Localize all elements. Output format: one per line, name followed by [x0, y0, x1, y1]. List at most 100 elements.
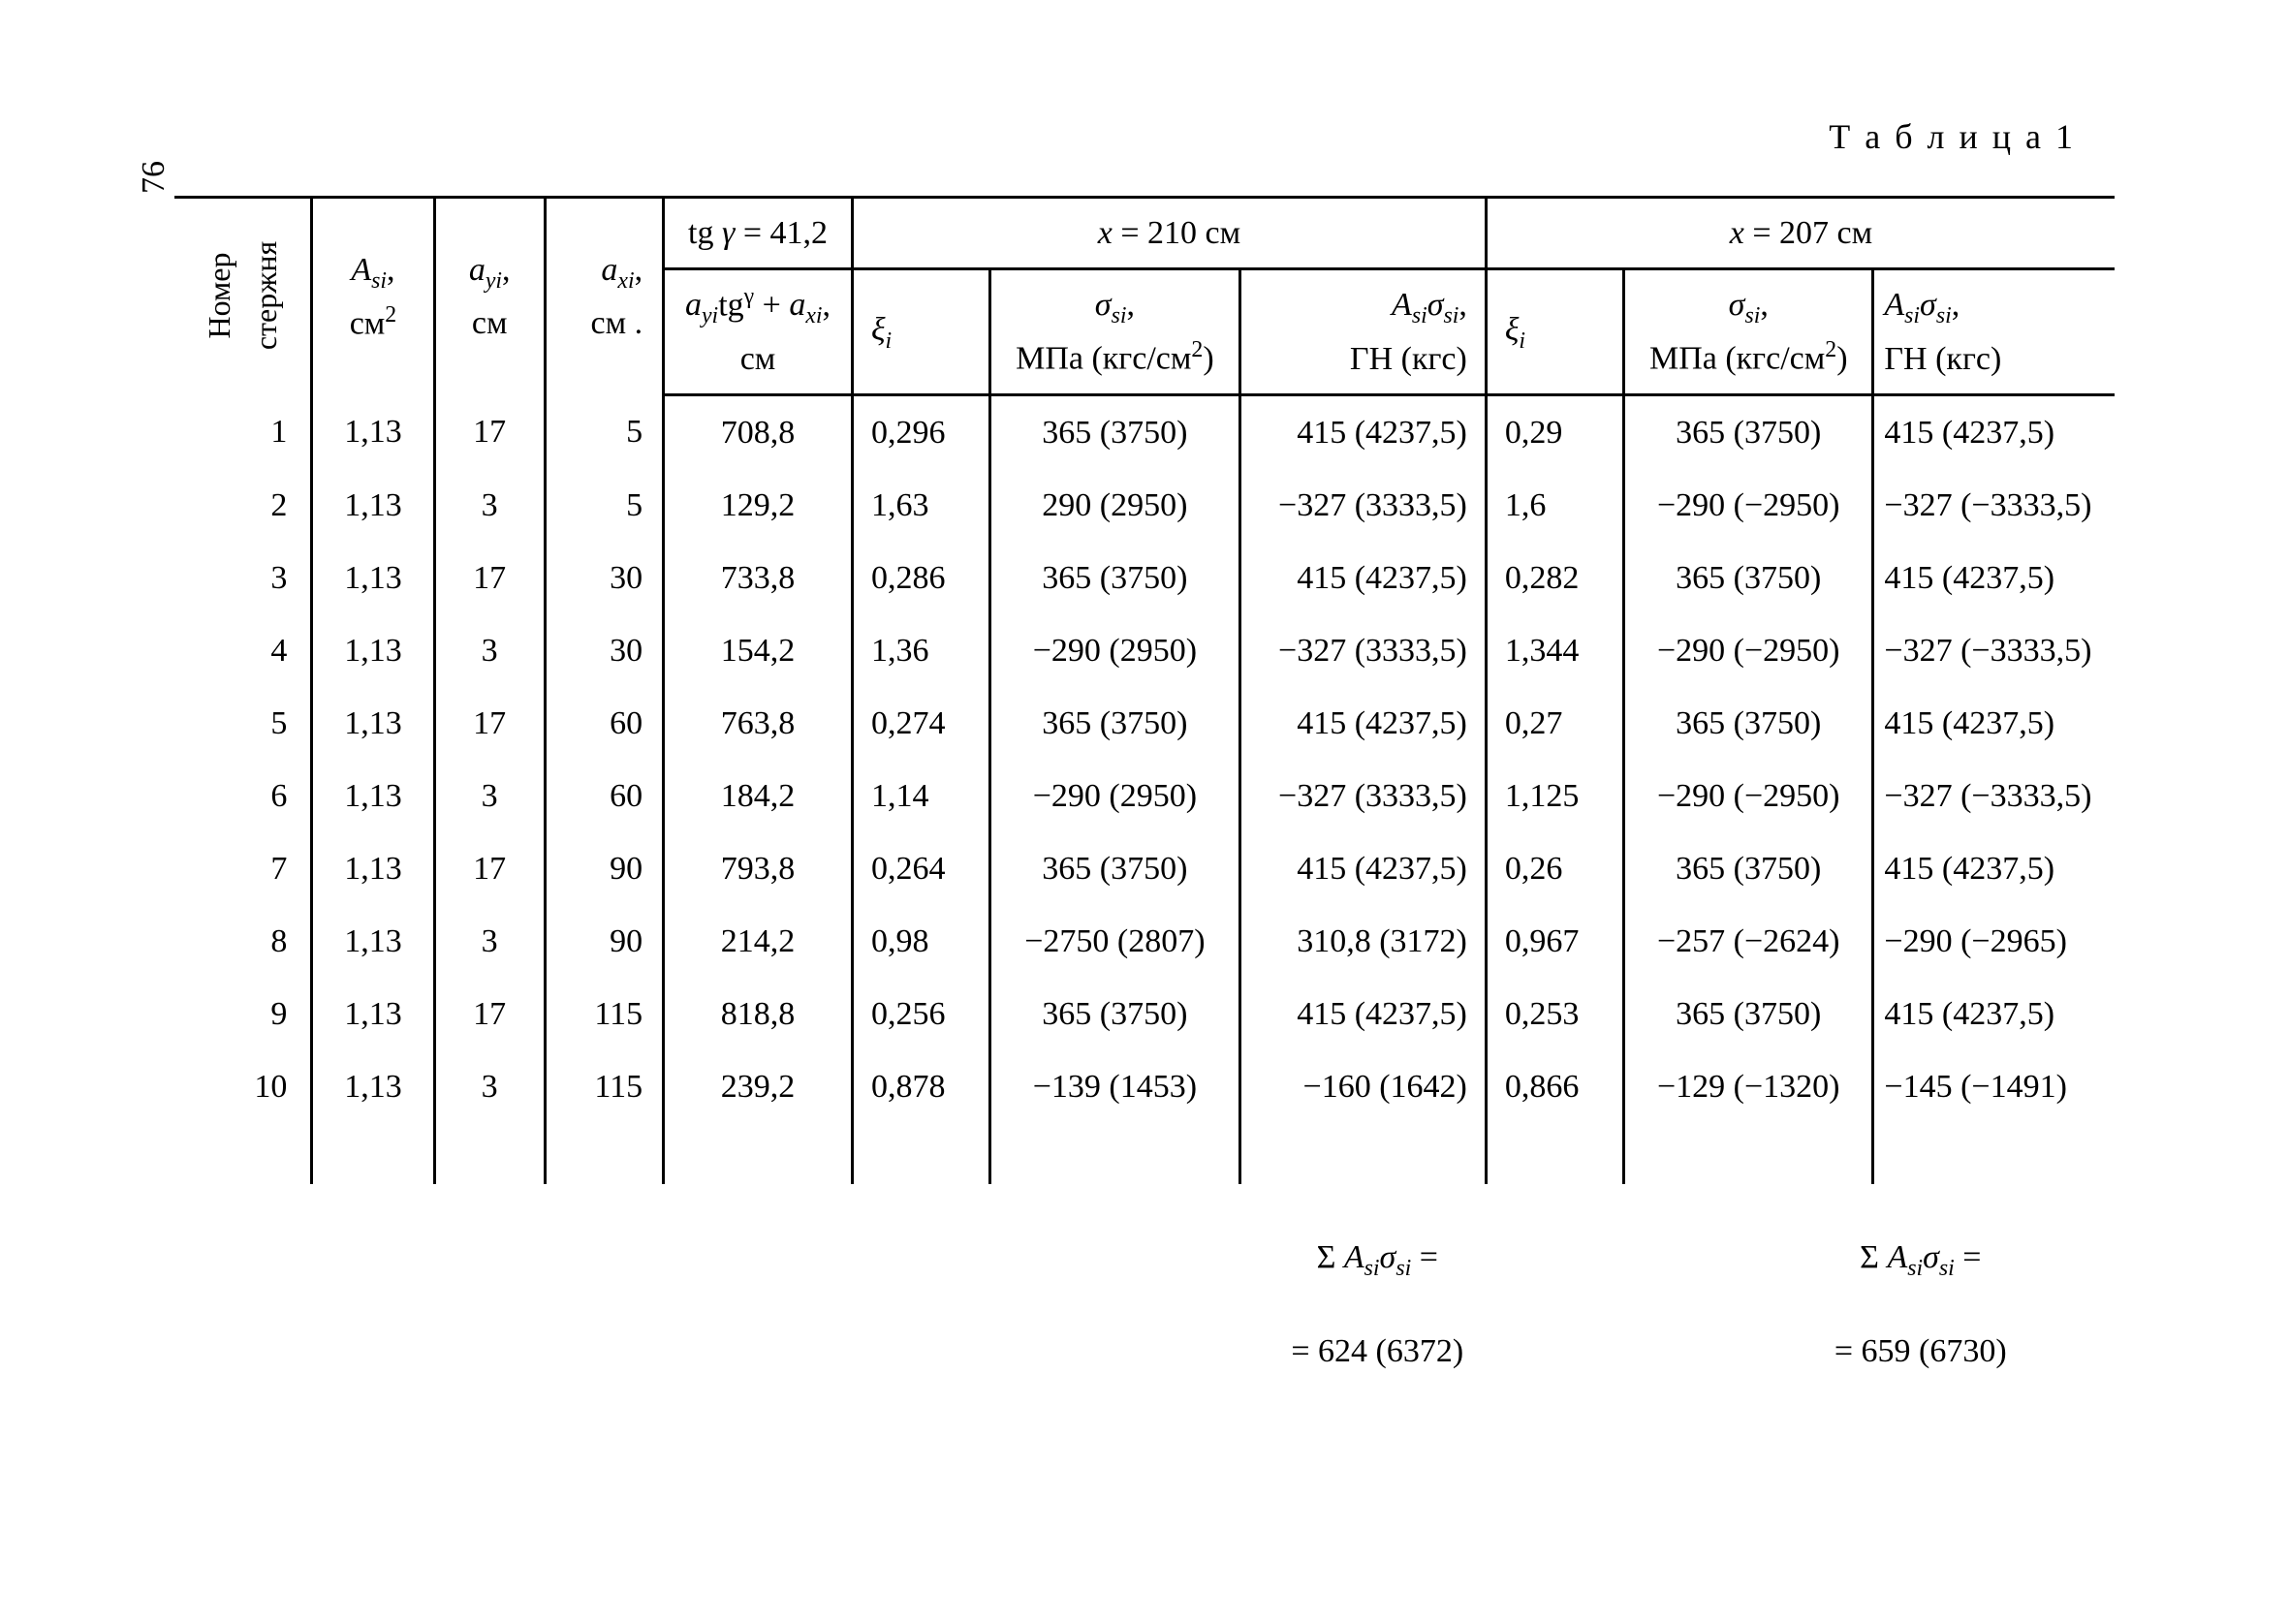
table-cell: 793,8 — [664, 832, 853, 905]
table-cell: −2750 (2807) — [990, 905, 1239, 978]
table-cell: 1,13 — [312, 1050, 434, 1123]
col-header-asigma-210: Asiσsi,ГН (кгс) — [1239, 269, 1486, 395]
table-cell: 3 — [434, 614, 545, 687]
table-cell: 3 — [434, 760, 545, 832]
table-cell — [545, 1123, 663, 1184]
table-cell: 1 — [174, 394, 312, 469]
data-table: Номерстержня Asi,см2 ayi,см axi,см . tg … — [174, 196, 2115, 1184]
sum-value-210: = 624 (6372) — [1183, 1297, 1571, 1388]
table-cell: 365 (3750) — [1624, 542, 1873, 614]
table-cell: 1,63 — [852, 469, 989, 542]
col-header-tgy-top: tg γ = 41,2 — [664, 198, 853, 269]
table-cell: 9 — [174, 978, 312, 1050]
table-cell: −290 (−2965) — [1873, 905, 2115, 978]
table-cell: 30 — [545, 542, 663, 614]
table-cell: 1,344 — [1486, 614, 1623, 687]
table-cell: 1,125 — [1486, 760, 1623, 832]
table-cell: 214,2 — [664, 905, 853, 978]
table-cell: 0,274 — [852, 687, 989, 760]
table-cell: 415 (4237,5) — [1239, 687, 1486, 760]
table-cell: −139 (1453) — [990, 1050, 1239, 1123]
table-cell: 3 — [434, 469, 545, 542]
table-cell: 1,13 — [312, 905, 434, 978]
table-cell: 5 — [174, 687, 312, 760]
table-cell: −290 (−2950) — [1624, 614, 1873, 687]
table-cell: −129 (−1320) — [1624, 1050, 1873, 1123]
table-cell: 365 (3750) — [1624, 832, 1873, 905]
table-row: 31,131730733,80,286365 (3750)415 (4237,5… — [174, 542, 2115, 614]
table-cell: 365 (3750) — [1624, 394, 1873, 469]
table-cell: 0,866 — [1486, 1050, 1623, 1123]
table-row: 21,1335129,21,63290 (2950)−327 (3333,5)1… — [174, 469, 2115, 542]
table-cell: 415 (4237,5) — [1873, 832, 2115, 905]
table-cell: −257 (−2624) — [1624, 905, 1873, 978]
table-caption: Т а б л и ц а 1 — [174, 116, 2076, 157]
table-cell: −327 (−3333,5) — [1873, 760, 2115, 832]
col-header-sigma-210: σsi,МПа (кгс/см2) — [990, 269, 1239, 395]
table-cell: 415 (4237,5) — [1239, 394, 1486, 469]
table-cell: 1,13 — [312, 687, 434, 760]
table-cell — [1624, 1123, 1873, 1184]
table-cell — [990, 1123, 1239, 1184]
table-row: 51,131760763,80,274365 (3750)415 (4237,5… — [174, 687, 2115, 760]
table-cell: −290 (2950) — [990, 614, 1239, 687]
table-cell: 415 (4237,5) — [1873, 978, 2115, 1050]
table-cell: 17 — [434, 832, 545, 905]
table-cell — [312, 1123, 434, 1184]
table-cell: 30 — [545, 614, 663, 687]
table-cell: 5 — [545, 394, 663, 469]
table-cell — [1239, 1123, 1486, 1184]
table-cell: 0,27 — [1486, 687, 1623, 760]
table-cell: 1,13 — [312, 469, 434, 542]
table-cell: 1,14 — [852, 760, 989, 832]
table-cell: 3 — [174, 542, 312, 614]
table-cell: 365 (3750) — [990, 542, 1239, 614]
table-cell: 0,256 — [852, 978, 989, 1050]
table-cell: 4 — [174, 614, 312, 687]
table-cell: 733,8 — [664, 542, 853, 614]
table-cell: −290 (−2950) — [1624, 469, 1873, 542]
table-cell: −145 (−1491) — [1873, 1050, 2115, 1123]
table-cell: −327 (3333,5) — [1239, 469, 1486, 542]
table-cell: 415 (4237,5) — [1873, 394, 2115, 469]
table-cell: 3 — [434, 905, 545, 978]
sum-table: Σ Asiσsi = Σ Asiσsi = = 624 (6372) = 659… — [174, 1203, 2115, 1388]
table-row: 11,13175708,80,296365 (3750)415 (4237,5)… — [174, 394, 2115, 469]
table-cell: 365 (3750) — [990, 832, 1239, 905]
table-cell: 0,264 — [852, 832, 989, 905]
table-cell: 0,26 — [1486, 832, 1623, 905]
col-header-ayi: ayi,см — [434, 198, 545, 395]
table-cell: 415 (4237,5) — [1239, 978, 1486, 1050]
col-header-tgy-sub: ayitgγ + axi,см — [664, 269, 853, 395]
table-cell: 415 (4237,5) — [1873, 687, 2115, 760]
table-row: 61,13360184,21,14−290 (2950)−327 (3333,5… — [174, 760, 2115, 832]
table-cell: 8 — [174, 905, 312, 978]
table-cell: −327 (3333,5) — [1239, 614, 1486, 687]
page-number: 76 — [136, 161, 172, 194]
table-cell: 0,296 — [852, 394, 989, 469]
col-header-axi: axi,см . — [545, 198, 663, 395]
table-row: 71,131790793,80,264365 (3750)415 (4237,5… — [174, 832, 2115, 905]
table-cell: 365 (3750) — [990, 687, 1239, 760]
col-header-sigma-207: σsi,МПа (кгс/см2) — [1624, 269, 1873, 395]
table-cell: 415 (4237,5) — [1239, 542, 1486, 614]
table-cell: 708,8 — [664, 394, 853, 469]
table-cell: 5 — [545, 469, 663, 542]
table-cell: 60 — [545, 760, 663, 832]
table-cell: 0,878 — [852, 1050, 989, 1123]
table-cell: 1,13 — [312, 614, 434, 687]
sum-label-210: Σ Asiσsi = — [1183, 1203, 1571, 1297]
table-cell: −290 (−2950) — [1624, 760, 1873, 832]
table-cell: 1,36 — [852, 614, 989, 687]
table-cell: 17 — [434, 394, 545, 469]
table-cell: 290 (2950) — [990, 469, 1239, 542]
table-cell: 60 — [545, 687, 663, 760]
table-cell: 310,8 (3172) — [1239, 905, 1486, 978]
table-cell: 763,8 — [664, 687, 853, 760]
col-header-rownum: Номерстержня — [174, 198, 312, 395]
sum-value-207: = 659 (6730) — [1727, 1297, 2115, 1388]
table-cell — [1486, 1123, 1623, 1184]
table-cell — [852, 1123, 989, 1184]
table-cell: 0,282 — [1486, 542, 1623, 614]
table-cell: 818,8 — [664, 978, 853, 1050]
